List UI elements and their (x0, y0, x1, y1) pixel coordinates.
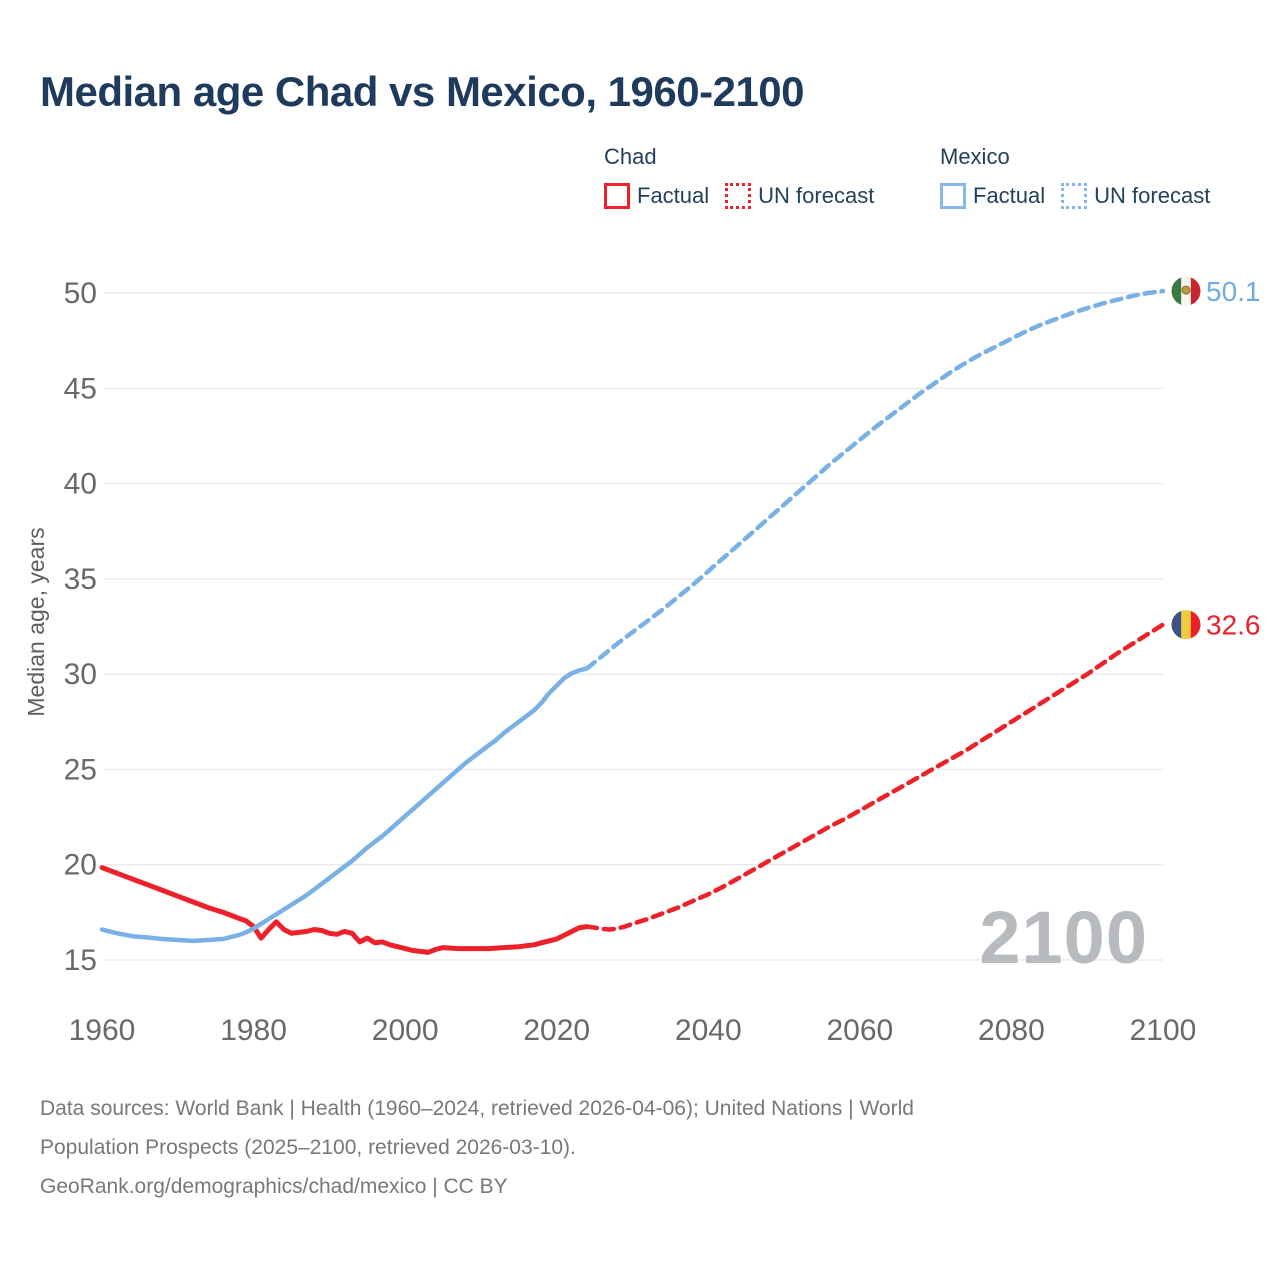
x-tick-label-1980: 1980 (220, 1014, 287, 1047)
mexico-flag-icon-stripe (1190, 276, 1201, 306)
y-tick-label-35: 35 (64, 563, 97, 596)
x-tick-label-2040: 2040 (675, 1014, 742, 1047)
legend-group-chad: Chad Factual UN forecast (604, 144, 874, 209)
legend-item-label: Factual (973, 183, 1046, 208)
legend-group-label-chad: Chad (604, 144, 657, 169)
watermark-year: 2100 (979, 896, 1148, 979)
y-axis-title: Median age, years (23, 527, 49, 716)
x-tick-label-2000: 2000 (372, 1014, 439, 1047)
x-tick-label-1960: 1960 (69, 1014, 136, 1047)
legend-group-mexico: Mexico Factual UN forecast (940, 144, 1210, 209)
y-tick-label-45: 45 (64, 372, 97, 405)
mexico-flag-icon-stripe (1171, 276, 1182, 306)
chad-flag-icon-stripe (1181, 610, 1192, 640)
footer-line-url: GeoRank.org/demographics/chad/mexico | C… (40, 1175, 508, 1198)
mexico-forecast-swatch-icon (1061, 183, 1088, 209)
chad-flag-icon (1171, 610, 1201, 640)
legend-item-mexico-forecast[interactable]: UN forecast (1061, 183, 1210, 209)
x-tick-label-2100: 2100 (1130, 1014, 1197, 1047)
median-age-chart: 15 20 25 30 35 40 45 50 1960 1980 2000 2020 2040 2060… (23, 276, 1261, 1047)
series-line-mexico-factual (99, 666, 590, 944)
legend-item-chad-factual[interactable]: Factual (604, 183, 709, 209)
y-tick-label-15: 15 (64, 944, 97, 977)
page-title: Median age Chad vs Mexico, 1960-2100 (40, 68, 805, 115)
mexico-flag-icon-emblem (1181, 285, 1191, 295)
legend-item-label: UN forecast (1094, 183, 1211, 208)
x-tick-label-2020: 2020 (523, 1014, 590, 1047)
legend-group-label-mexico: Mexico (940, 144, 1010, 169)
end-value-label-mexico-end: 50.1 (1206, 276, 1261, 307)
y-tick-label-20: 20 (64, 849, 97, 882)
chad-flag-icon-stripe (1171, 610, 1182, 640)
chad-forecast-swatch-icon (725, 183, 752, 209)
chad-flag-icon-stripe (1190, 610, 1201, 640)
x-tick-label-2080: 2080 (978, 1014, 1045, 1047)
legend-item-label: UN forecast (758, 183, 875, 208)
end-value-label-chad-end: 32.6 (1206, 610, 1261, 641)
series-line-chad-factual (99, 865, 590, 955)
y-tick-label-30: 30 (64, 658, 97, 691)
legend-item-label: Factual (637, 183, 710, 208)
y-tick-label-40: 40 (64, 468, 97, 501)
footer-credits: Data sources: World Bank | Health (1960–… (40, 1089, 914, 1206)
series-line-chad-un-forecast (584, 622, 1166, 932)
legend-item-mexico-factual[interactable]: Factual (940, 183, 1045, 209)
footer-line-sources-1: Data sources: World Bank | Health (1960–… (40, 1097, 914, 1120)
mexico-factual-swatch-icon (940, 183, 966, 209)
series-line-mexico-un-forecast (584, 288, 1166, 671)
x-tick-label-2060: 2060 (826, 1014, 893, 1047)
footer-line-sources-2: Population Prospects (2025–2100, retriev… (40, 1136, 576, 1159)
chad-factual-swatch-icon (604, 183, 630, 209)
y-tick-label-50: 50 (64, 277, 97, 310)
mexico-flag-icon (1171, 276, 1201, 306)
legend-item-chad-forecast[interactable]: UN forecast (725, 183, 874, 209)
y-tick-label-25: 25 (64, 753, 97, 786)
